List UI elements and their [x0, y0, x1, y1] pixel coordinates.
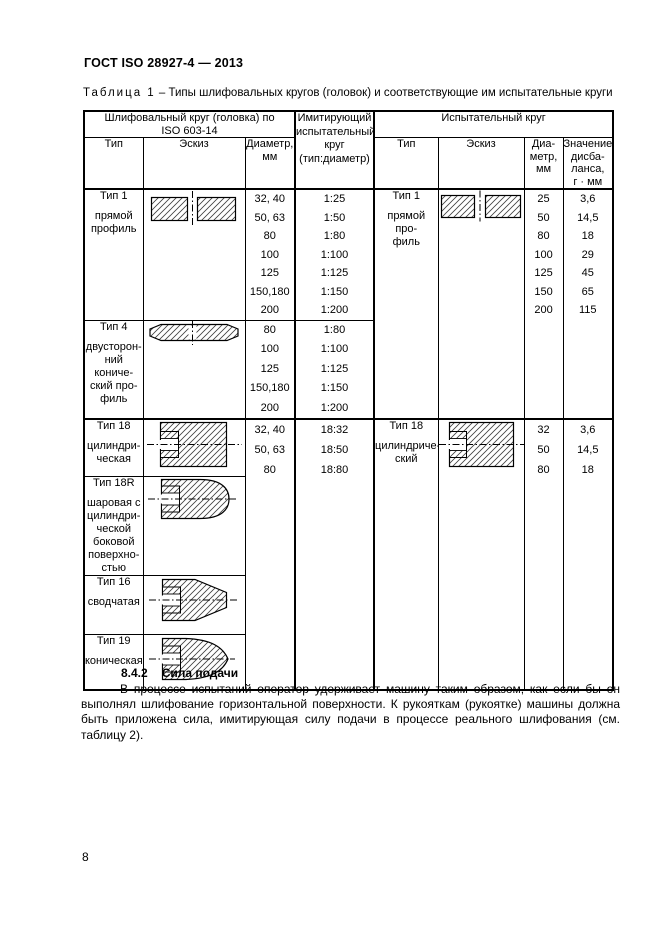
header-col-test-diameter: Диа- метр, мм	[523, 137, 564, 190]
type-label: Тип 16	[96, 575, 131, 588]
table-row-type-18r: Тип 18R шаровая с цилиндри- ческой боков…	[83, 475, 613, 576]
section-number: 8.4.2	[121, 666, 148, 680]
type-18r-ball-nose-sketch-icon	[148, 478, 238, 519]
type-desc: двусторон- ний кониче- ский про- филь	[85, 340, 142, 405]
type-desc: коническая	[85, 654, 143, 667]
cell-ratios: 1:25 1:50 1:80 1:100 1:125 1:150 1:200	[294, 188, 376, 321]
cell-type-4: Тип 4 двусторон- ний кониче- ский про- ф…	[83, 319, 144, 420]
header-col-imbalance: Значение дисба- ланса, г · мм	[562, 137, 614, 190]
type-desc: прямой профиль	[90, 210, 137, 235]
type-label: Тип 4	[99, 320, 128, 333]
cell-diameters: 32, 40 50, 63 80 100 125 150,180 200	[244, 188, 296, 321]
test-type-1-sketch-icon	[440, 190, 522, 222]
cell-sketch-type-16	[142, 574, 246, 635]
cell-sketch-type-18r	[142, 475, 246, 576]
cell-imbalance: 3,6 14,5 18 29 45 65 115	[562, 188, 614, 420]
test-type-label: Тип 1	[392, 190, 421, 202]
header-col-test-type: Тип	[373, 137, 439, 190]
cell-diameters: 80 100 125 150,180 200	[244, 319, 296, 420]
table-1: Шлифовальный круг (головка) по ISO 603-1…	[83, 110, 615, 691]
cell-type-19: Тип 19 коническая	[83, 633, 144, 691]
table-caption-label: Таблица 1	[83, 87, 156, 99]
cell-test-sketch-type-18	[437, 418, 525, 691]
table-row-type-1: Тип 1 прямой профиль 32, 40 50, 63 80 10…	[83, 188, 614, 420]
header-col-test-sketch: Эскиз	[437, 137, 525, 190]
table-caption: Таблица 1 – Типы шлифовальных кругов (го…	[83, 87, 628, 99]
type-desc: шаровая с цилиндри- ческой боковой повер…	[86, 496, 141, 574]
table-header-row-columns: Тип Эскиз Диаметр, мм Тип Эскиз Диа- мет…	[83, 137, 614, 190]
table-caption-text: – Типы шлифовальных кругов (головок) и с…	[155, 87, 613, 99]
test-type-18-sketch-icon	[439, 421, 524, 468]
header-test-group: Испытательный круг	[373, 110, 614, 138]
cell-ratios: 1:80 1:100 1:125 1:150 1:200	[294, 319, 376, 420]
cell-sketch-type-4	[142, 319, 246, 420]
table-row-type-16: Тип 16 сводчатая	[83, 574, 613, 635]
cell-type-18: Тип 18 цилиндри- ческая	[83, 418, 144, 477]
cell-test-diameters: 32 50 80	[523, 418, 564, 691]
type-16-arched-sketch-icon	[149, 578, 237, 621]
cell-type-18r: Тип 18R шаровая с цилиндри- ческой боков…	[83, 475, 144, 576]
document-title: ГОСТ ISO 28927-4 — 2013	[84, 56, 244, 70]
type-4-biconical-profile-sketch-icon	[149, 321, 239, 345]
type-label: Тип 18R	[92, 476, 135, 489]
header-col-sketch: Эскиз	[142, 137, 246, 190]
type-19-conical-sketch-icon	[149, 637, 235, 680]
type-label: Тип 1	[99, 190, 128, 202]
cell-sketch-type-1	[142, 188, 246, 321]
type-label: Тип 18	[96, 420, 131, 432]
type-label: Тип 19	[96, 634, 131, 647]
cell-test-type-18: Тип 18 цилиндриче- ский	[373, 418, 439, 691]
table-header-row-groups: Шлифовальный круг (головка) по ISO 603-1…	[83, 110, 614, 190]
header-col-diameter: Диаметр, мм	[244, 137, 296, 190]
cell-test-sketch-type-1	[437, 188, 525, 420]
test-type-desc: цилиндриче- ский	[375, 440, 439, 465]
cell-test-diameters: 25 50 80 100 125 150 200	[523, 188, 564, 420]
cell-imbalance: 3,6 14,5 18	[562, 418, 614, 691]
type-desc: цилиндри- ческая	[87, 440, 141, 465]
cell-diameters: 32, 40 50, 63 80	[244, 418, 296, 691]
section-title: Сила подачи	[161, 666, 239, 680]
test-type-desc: прямой про- филь	[387, 210, 426, 248]
section-heading: 8.4.2 Сила подачи	[121, 666, 238, 680]
cell-type-16: Тип 16 сводчатая	[83, 574, 144, 635]
cell-ratios: 18:32 18:50 18:80	[294, 418, 376, 691]
cell-sketch-type-18	[142, 418, 246, 477]
cell-sketch-type-19	[142, 633, 246, 691]
type-1-straight-profile-sketch-icon	[150, 191, 237, 227]
section-paragraph: В процессе испытаний оператор удерживает…	[81, 682, 620, 742]
test-type-label: Тип 18	[389, 420, 424, 432]
table-row-type-18: Тип 18 цилиндри- ческая 32, 40 50, 63 80…	[83, 418, 614, 691]
table-row-type-4: Тип 4 двусторон- ний кониче- ский про- ф…	[83, 319, 613, 420]
table-row-type-19: Тип 19 коническая	[83, 633, 613, 691]
type-18-cylindrical-sketch-icon	[146, 421, 242, 468]
header-col-type: Тип	[83, 137, 144, 190]
header-grinding-group: Шлифовальный круг (головка) по ISO 603-1…	[83, 110, 296, 138]
cell-type-1: Тип 1 прямой профиль	[83, 188, 144, 321]
cell-test-type-1: Тип 1 прямой про- филь	[373, 188, 439, 420]
header-imitating-wheel: Имитирующий испытательный круг (тип:диам…	[294, 110, 376, 190]
type-desc: сводчатая	[87, 595, 140, 608]
page-number: 8	[82, 850, 89, 864]
